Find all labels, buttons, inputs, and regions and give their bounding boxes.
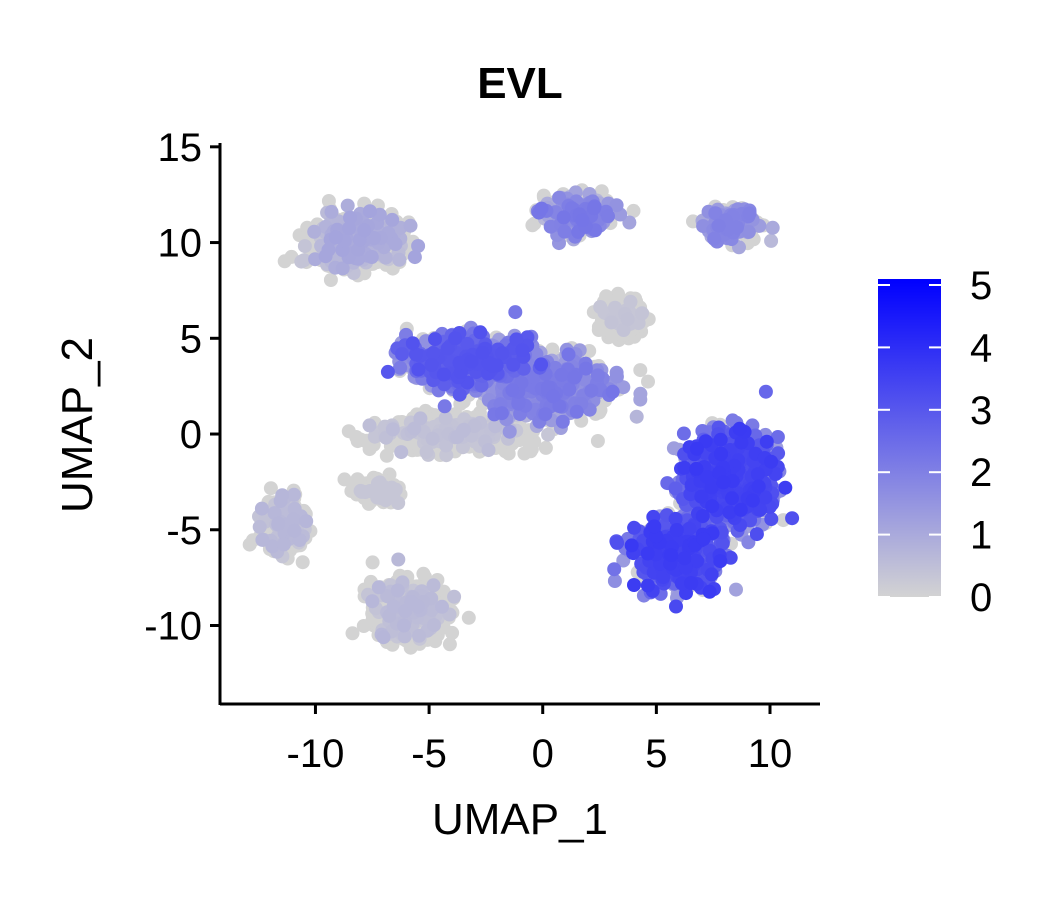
cell-point <box>413 411 428 426</box>
cell-point <box>392 252 407 267</box>
cell-point <box>604 315 619 330</box>
cell-point <box>340 198 355 213</box>
cell-point <box>242 537 257 552</box>
cell-point <box>481 443 496 458</box>
cell-point <box>527 216 542 231</box>
cell-point <box>419 445 434 459</box>
cell-point <box>385 212 400 227</box>
cell-point <box>404 594 419 609</box>
cell-point <box>365 555 380 570</box>
cell-point <box>385 422 400 437</box>
points-layer <box>242 183 800 655</box>
cell-point <box>541 427 556 442</box>
cell-point <box>364 250 379 264</box>
cell-point <box>620 312 635 327</box>
cell-point <box>362 204 377 219</box>
cell-point <box>328 230 343 245</box>
cell-point <box>590 434 605 448</box>
cell-point <box>407 250 422 265</box>
cell-point <box>391 552 406 567</box>
chart-title: EVL <box>477 59 563 108</box>
cell-point <box>342 221 357 236</box>
cell-point <box>299 514 314 529</box>
cell-point <box>461 610 476 625</box>
cell-point <box>370 490 385 505</box>
cell-point <box>765 220 780 235</box>
cell-point <box>426 578 441 593</box>
cell-point <box>764 233 779 248</box>
cell-point <box>538 440 553 455</box>
cell-point <box>641 374 655 389</box>
cell-point <box>365 594 380 609</box>
cell-point <box>263 481 278 496</box>
cell-point <box>403 218 418 233</box>
cell-point <box>427 618 441 633</box>
cell-point <box>323 273 338 287</box>
cell-point <box>295 555 310 570</box>
cell-point <box>416 566 431 581</box>
cell-point <box>447 589 462 604</box>
cell-point <box>412 628 426 643</box>
cell-point <box>456 422 471 437</box>
cell-point <box>623 294 638 309</box>
cell-point <box>362 418 377 433</box>
cell-point <box>357 223 372 238</box>
cell-point <box>635 306 649 321</box>
cell-point <box>255 532 270 547</box>
cell-point <box>629 409 644 424</box>
cell-point <box>273 494 288 508</box>
cell-point <box>425 431 440 446</box>
cell-point <box>371 580 386 595</box>
cell-point <box>307 224 322 239</box>
cell-point <box>633 363 648 378</box>
cell-point <box>271 516 286 531</box>
cell-point <box>501 446 516 461</box>
cell-point <box>318 249 333 264</box>
cell-point <box>438 411 453 426</box>
cell-point <box>276 537 291 552</box>
cell-point <box>626 203 641 218</box>
cell-point <box>254 501 269 516</box>
cell-point <box>297 239 312 254</box>
cell-point <box>633 386 648 401</box>
cell-point <box>394 445 409 460</box>
cell-point <box>287 523 302 538</box>
cell-point <box>324 204 339 219</box>
cell-point <box>345 626 360 641</box>
cell-point <box>337 472 352 487</box>
cell-point <box>391 496 406 510</box>
cell-point <box>354 484 369 499</box>
cell-point <box>277 254 292 269</box>
cell-point <box>396 618 411 633</box>
cell-point <box>435 599 449 614</box>
cell-point <box>388 237 403 251</box>
cell-point <box>252 519 267 534</box>
cell-point <box>599 289 614 304</box>
cell-point <box>376 630 391 645</box>
cell-point <box>729 582 743 597</box>
cell-point <box>390 583 405 598</box>
